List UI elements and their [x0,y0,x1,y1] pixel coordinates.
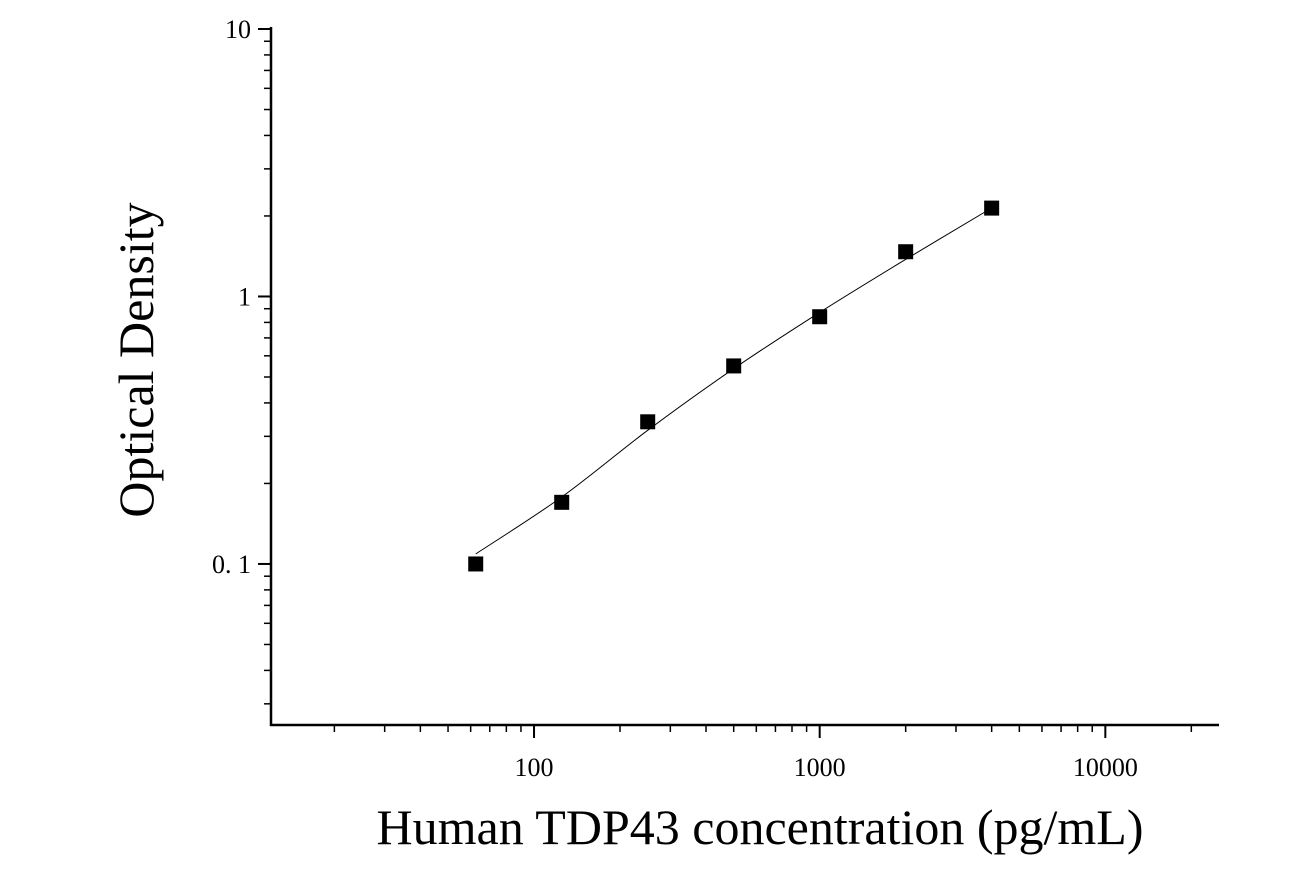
y-tick-label: 1 [238,282,251,311]
x-tick-label: 1000 [794,753,846,782]
y-axis-title: Optical Density [108,202,164,517]
data-point [898,244,914,260]
x-tick-label: 10000 [1073,753,1138,782]
data-point [726,358,742,374]
y-tick-label: 0. 1 [212,550,251,579]
fit-curve-line [475,207,992,555]
data-point [640,414,656,430]
x-axis-title: Human TDP43 concentration (pg/mL) [377,799,1144,855]
data-point [554,494,570,510]
y-tick-label: 10 [225,15,251,44]
x-tick-label: 100 [515,753,554,782]
data-point [468,556,484,572]
data-point [812,309,828,325]
minor-ticks [264,40,1193,732]
major-ticks [258,28,1107,738]
data-point [984,200,1000,216]
tick-labels: 100 1000 10000 0. 1 1 10 [212,15,1138,782]
data-points [468,200,1000,572]
